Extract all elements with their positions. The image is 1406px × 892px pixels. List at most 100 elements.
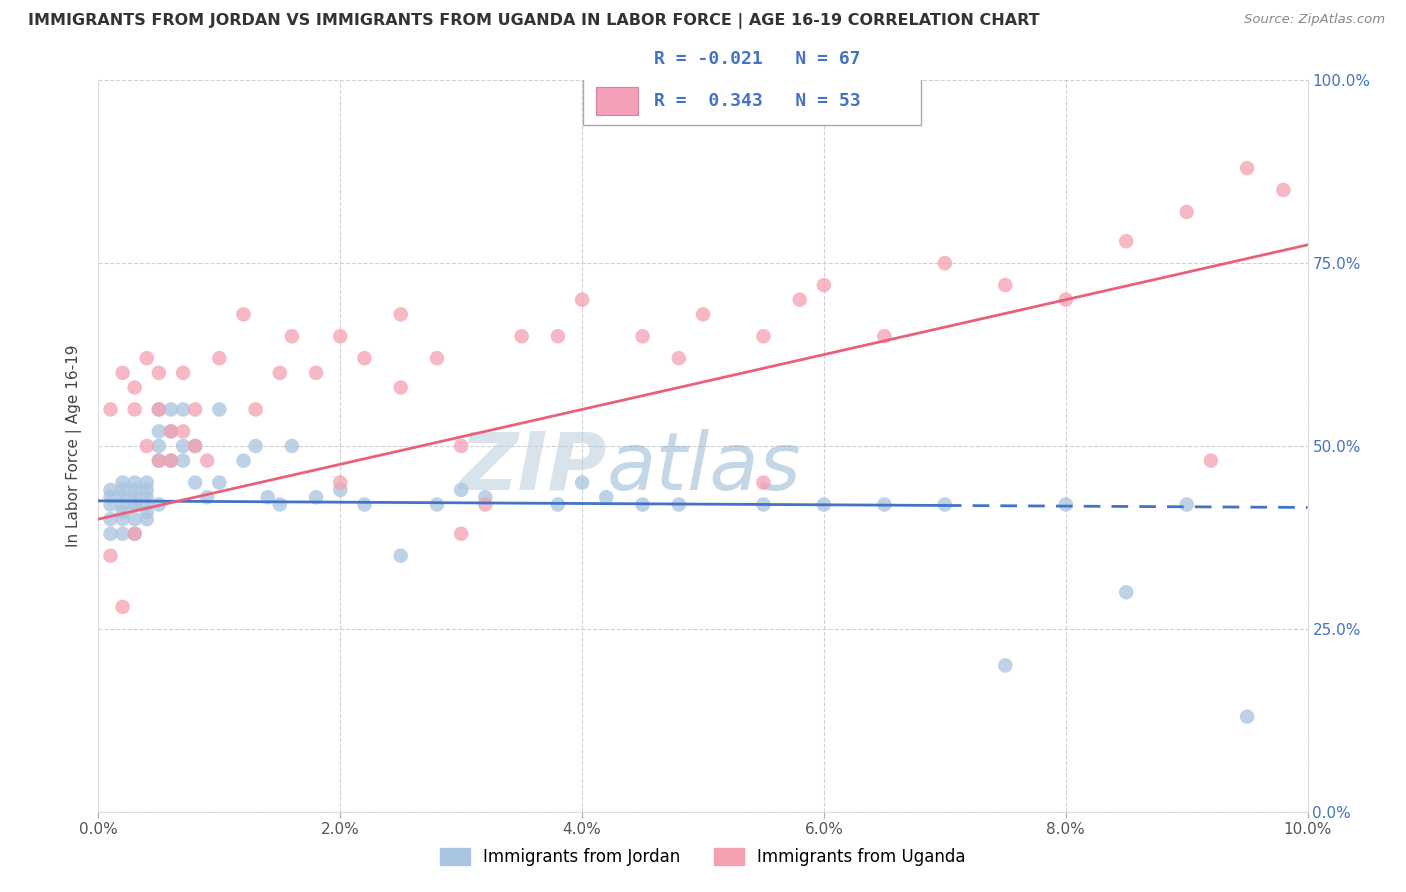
- Point: [873, 329, 896, 343]
- Point: [329, 475, 352, 490]
- Point: [135, 505, 157, 519]
- Point: [450, 483, 472, 497]
- Bar: [583, 40, 921, 125]
- Point: [595, 490, 617, 504]
- Point: [135, 512, 157, 526]
- Text: IMMIGRANTS FROM JORDAN VS IMMIGRANTS FROM UGANDA IN LABOR FORCE | AGE 16-19 CORR: IMMIGRANTS FROM JORDAN VS IMMIGRANTS FRO…: [28, 13, 1040, 29]
- Point: [160, 453, 183, 467]
- Point: [994, 658, 1017, 673]
- Point: [1272, 183, 1295, 197]
- Point: [208, 402, 231, 417]
- Point: [148, 498, 170, 512]
- Point: [692, 307, 714, 321]
- Point: [389, 549, 412, 563]
- Point: [124, 380, 146, 394]
- Point: [135, 475, 157, 490]
- Point: [873, 498, 896, 512]
- Point: [1175, 498, 1198, 512]
- Point: [426, 498, 449, 512]
- Y-axis label: In Labor Force | Age 16-19: In Labor Force | Age 16-19: [66, 344, 83, 548]
- Point: [124, 490, 146, 504]
- Point: [232, 307, 254, 321]
- Point: [100, 490, 122, 504]
- Point: [353, 498, 375, 512]
- Point: [208, 351, 231, 366]
- Point: [547, 498, 569, 512]
- Point: [813, 498, 835, 512]
- Point: [124, 402, 146, 417]
- Point: [1199, 453, 1222, 467]
- Point: [281, 329, 304, 343]
- Point: [184, 439, 207, 453]
- Point: [256, 490, 278, 504]
- Point: [269, 498, 291, 512]
- Point: [789, 293, 811, 307]
- Point: [160, 425, 183, 439]
- Point: [208, 475, 231, 490]
- Point: [631, 329, 654, 343]
- Point: [172, 366, 194, 380]
- Point: [135, 439, 157, 453]
- Point: [1115, 585, 1137, 599]
- Point: [245, 402, 267, 417]
- Point: [100, 483, 122, 497]
- Point: [281, 439, 304, 453]
- Point: [426, 351, 449, 366]
- Point: [1236, 709, 1258, 723]
- Point: [148, 439, 170, 453]
- Point: [111, 366, 134, 380]
- Point: [631, 498, 654, 512]
- Point: [195, 490, 218, 504]
- Point: [172, 402, 194, 417]
- Point: [813, 278, 835, 293]
- Point: [329, 483, 352, 497]
- Point: [752, 498, 775, 512]
- Point: [474, 498, 496, 512]
- Point: [135, 498, 157, 512]
- Point: [111, 512, 134, 526]
- Point: [1175, 205, 1198, 219]
- Point: [100, 498, 122, 512]
- Point: [547, 329, 569, 343]
- Point: [571, 475, 593, 490]
- Point: [111, 505, 134, 519]
- Point: [111, 599, 134, 614]
- Point: [135, 490, 157, 504]
- Point: [100, 512, 122, 526]
- Text: R = -0.021   N = 67: R = -0.021 N = 67: [654, 50, 860, 68]
- Point: [994, 278, 1017, 293]
- Point: [1054, 293, 1077, 307]
- Point: [111, 526, 134, 541]
- Point: [934, 498, 956, 512]
- Point: [510, 329, 533, 343]
- Point: [124, 526, 146, 541]
- Point: [389, 380, 412, 394]
- Point: [160, 402, 183, 417]
- Point: [752, 329, 775, 343]
- Point: [111, 498, 134, 512]
- Point: [329, 329, 352, 343]
- Point: [172, 453, 194, 467]
- Point: [172, 425, 194, 439]
- Bar: [596, 45, 638, 72]
- Point: [124, 475, 146, 490]
- Point: [135, 483, 157, 497]
- Point: [148, 425, 170, 439]
- Point: [1054, 498, 1077, 512]
- Point: [232, 453, 254, 467]
- Text: R =  0.343   N = 53: R = 0.343 N = 53: [654, 92, 860, 110]
- Point: [148, 402, 170, 417]
- Text: atlas: atlas: [606, 429, 801, 507]
- Point: [305, 366, 328, 380]
- Point: [1115, 234, 1137, 248]
- Point: [135, 351, 157, 366]
- Point: [269, 366, 291, 380]
- Point: [184, 475, 207, 490]
- Point: [111, 475, 134, 490]
- Point: [124, 483, 146, 497]
- Point: [111, 490, 134, 504]
- Point: [668, 351, 690, 366]
- Point: [450, 526, 472, 541]
- Point: [752, 475, 775, 490]
- Point: [148, 453, 170, 467]
